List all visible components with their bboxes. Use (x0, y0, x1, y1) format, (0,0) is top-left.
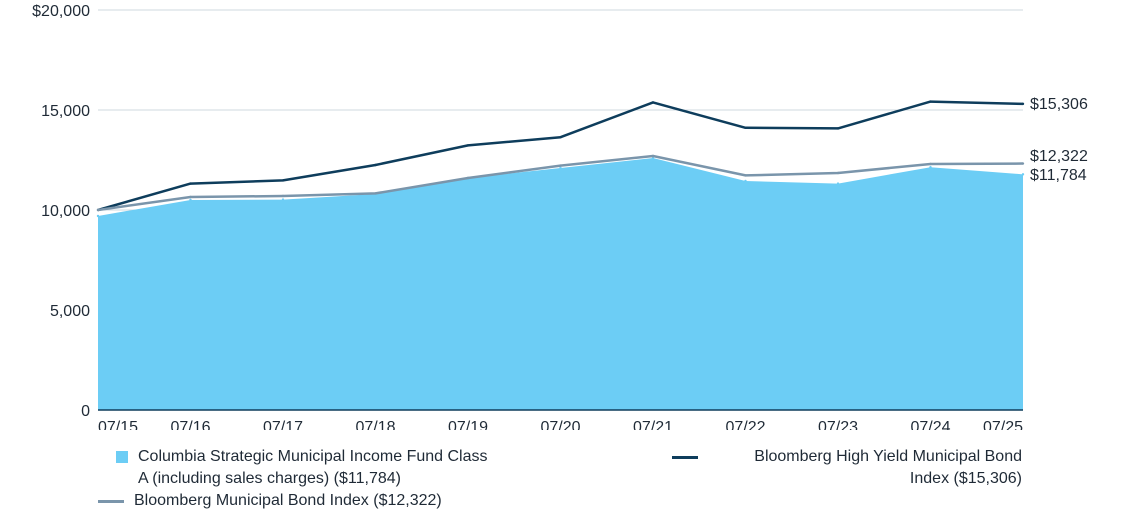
x-tick-label-10: 07/25 (983, 419, 1023, 430)
y-tick-label-0: 0 (81, 403, 90, 420)
x-tick-label-9: 07/24 (910, 419, 950, 430)
data-point-0-1 (189, 198, 192, 202)
data-point-1-3 (374, 163, 377, 167)
data-point-2-7 (744, 174, 747, 177)
data-point-1-8 (836, 127, 840, 130)
legend-swatch-municipal (98, 500, 124, 503)
axes: 0 5,000 10,000 15,000 $20,000 07/15 07/16 07/17… (32, 3, 1023, 430)
data-point-1-1 (189, 182, 192, 185)
y-tick-label-4: $20,000 (32, 3, 90, 20)
x-tick-label-4: 07/19 (448, 419, 488, 430)
x-tick-label-2: 07/17 (263, 419, 303, 430)
y-tick-label-2: 10,000 (41, 203, 90, 220)
data-point-2-2 (281, 194, 285, 198)
legend-label-high-yield-line1: Bloomberg High Yield Municipal Bond (754, 448, 1022, 465)
data-point-0-5 (559, 166, 562, 170)
data-point-1-4 (466, 144, 470, 147)
area-series (96, 156, 1025, 410)
end-label-0: $11,784 (1030, 167, 1087, 184)
data-point-0-10 (1021, 173, 1025, 176)
data-point-0-9 (929, 166, 932, 169)
legend-item-fund: Columbia Strategic Municipal Income Fund… (116, 446, 566, 490)
legend-label-fund-line1: Columbia Strategic Municipal Income Fund… (138, 448, 488, 465)
legend-label-high-yield-line2: Index ($15,306) (909, 470, 1022, 487)
x-tick-label-1: 07/16 (170, 419, 210, 430)
data-point-2-5 (559, 164, 562, 167)
legend-item-high-yield: Bloomberg High Yield Municipal Bond Inde… (672, 446, 1022, 490)
data-point-2-9 (929, 162, 932, 166)
legend-swatch-fund (116, 451, 128, 463)
x-tick-label-7: 07/22 (725, 419, 765, 430)
series-area-0 (98, 158, 1023, 410)
data-point-0-0 (96, 214, 100, 218)
data-point-0-2 (281, 198, 285, 201)
data-point-2-3 (374, 192, 377, 195)
x-tick-label-8: 07/23 (818, 419, 858, 430)
y-tick-label-3: 15,000 (41, 103, 90, 120)
y-tick-label-1: 5,000 (50, 303, 90, 320)
end-label-2: $12,322 (1030, 148, 1088, 165)
x-tick-label-5: 07/20 (540, 419, 580, 430)
legend-label-fund-line2: A (including sales charges) ($11,784) (138, 470, 401, 487)
legend-label-fund: Columbia Strategic Municipal Income Fund… (138, 446, 487, 490)
legend-label-municipal: Bloomberg Municipal Bond Index ($12,322) (134, 492, 442, 509)
data-point-0-7 (744, 179, 747, 183)
x-tick-label-3: 07/18 (355, 419, 395, 430)
end-label-1: $15,306 (1030, 96, 1088, 113)
data-point-2-1 (189, 195, 192, 199)
data-point-1-5 (559, 136, 562, 139)
legend-swatch-high-yield (672, 456, 698, 459)
data-point-1-9 (929, 100, 932, 103)
x-tick-label-6: 07/21 (633, 419, 673, 430)
data-point-1-6 (651, 101, 655, 104)
data-point-1-7 (744, 126, 747, 129)
data-point-1-10 (1021, 102, 1025, 106)
legend-item-municipal: Bloomberg Municipal Bond Index ($12,322) (98, 490, 548, 512)
data-point-2-4 (466, 176, 470, 180)
data-point-1-2 (281, 179, 285, 182)
legend-label-high-yield: Bloomberg High Yield Municipal Bond Inde… (708, 446, 1022, 490)
data-point-2-6 (651, 154, 655, 158)
data-point-2-8 (836, 171, 840, 175)
line-series (96, 100, 1025, 212)
data-point-2-10 (1021, 162, 1025, 165)
data-point-0-8 (836, 182, 840, 185)
end-labels: $11,784 $15,306 $12,322 (1030, 96, 1088, 184)
x-tick-label-0: 07/15 (98, 419, 138, 430)
chart: 0 5,000 10,000 15,000 $20,000 07/15 07/16 07/17… (32, 3, 1088, 430)
data-point-2-0 (96, 208, 100, 212)
